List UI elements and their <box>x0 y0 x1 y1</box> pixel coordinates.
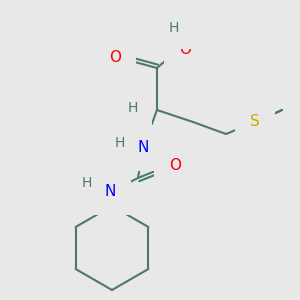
Text: O: O <box>179 43 191 58</box>
Text: H: H <box>115 136 125 150</box>
Text: H: H <box>169 21 179 35</box>
Text: N: N <box>137 140 149 155</box>
Text: H: H <box>82 176 92 190</box>
Text: N: N <box>104 184 116 200</box>
Text: S: S <box>250 115 260 130</box>
Text: H: H <box>128 101 138 115</box>
Text: O: O <box>169 158 181 172</box>
Text: O: O <box>109 50 121 65</box>
